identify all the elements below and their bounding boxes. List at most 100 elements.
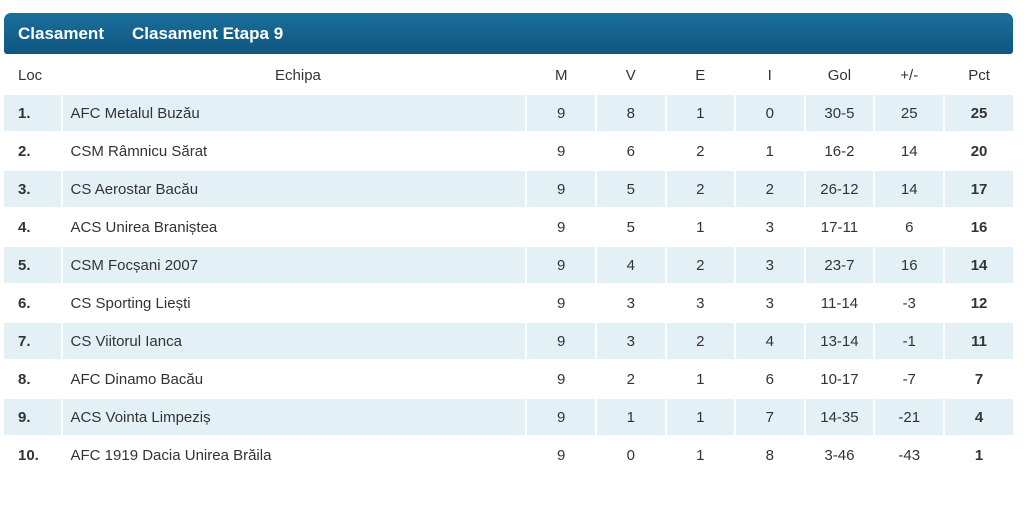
tab-clasament-etapa[interactable]: Clasament Etapa 9	[131, 23, 284, 43]
cell-v: 0	[626, 446, 635, 464]
col-header-m: M	[554, 66, 568, 84]
cell-team[interactable]: AFC Metalul Buzău	[62, 95, 526, 131]
cell-e: 2	[666, 171, 735, 207]
table-row: 10. AFC 1919 Dacia Unirea Brăila 9 0 1 8 3-46 -…	[4, 437, 1013, 473]
cell-team[interactable]: CSM Focșani 2007	[62, 247, 526, 283]
cell-gol: 3-46	[824, 446, 855, 464]
cell-gol: 16-2	[824, 142, 855, 160]
cell-pct: 16	[970, 218, 988, 236]
cell-gol: 11-14	[820, 294, 859, 312]
cell-i: 2	[736, 171, 804, 207]
cell-i: 8	[765, 446, 774, 464]
cell-team[interactable]: CSM Râmnicu Sărat	[70, 142, 208, 160]
col-header-loc: Loc	[18, 66, 43, 84]
cell-v: 3	[626, 294, 635, 312]
cell-diff: 25	[875, 95, 944, 131]
cell-team[interactable]: AFC Dinamo Bacău	[70, 370, 204, 388]
table-row: 1. AFC Metalul Buzău 9 8 1 0 30-5 25 25	[4, 95, 1013, 131]
cell-v: 5	[597, 171, 665, 207]
cell-pct: 14	[945, 247, 1013, 283]
cell-loc: 1.	[4, 95, 61, 131]
cell-i: 3	[765, 218, 774, 236]
cell-e: 1	[696, 370, 705, 388]
cell-diff: -1	[875, 323, 944, 359]
cell-pct: 1	[974, 446, 984, 464]
cell-v: 2	[626, 370, 635, 388]
cell-i: 7	[736, 399, 804, 435]
cell-m: 9	[527, 323, 595, 359]
col-header-echipa: Echipa	[275, 66, 321, 84]
cell-loc: 4.	[18, 218, 31, 236]
cell-diff: -7	[902, 370, 916, 388]
cell-e: 1	[696, 446, 705, 464]
cell-diff: -3	[902, 294, 916, 312]
cell-loc: 8.	[18, 370, 31, 388]
cell-i: 3	[765, 294, 774, 312]
cell-loc: 10.	[18, 446, 39, 464]
cell-i: 0	[736, 95, 804, 131]
table-row: 9. ACS Vointa Limpeziș 9 1 1 7 14-35 -21 4	[4, 399, 1013, 435]
cell-loc: 7.	[4, 323, 61, 359]
cell-diff: 6	[905, 218, 914, 236]
cell-m: 9	[557, 294, 566, 312]
cell-diff: -43	[898, 446, 921, 464]
cell-diff: 16	[875, 247, 944, 283]
table-row: 8. AFC Dinamo Bacău 9 2 1 6 10-17 -7 7	[4, 361, 1013, 397]
cell-diff: -21	[875, 399, 944, 435]
table-header-row: Loc Echipa M V E I Gol +/- Pct	[4, 57, 1013, 93]
cell-team[interactable]: ACS Vointa Limpeziș	[62, 399, 526, 435]
cell-gol: 13-14	[805, 323, 874, 359]
standings-table: Loc Echipa M V E I Gol +/- Pct 1. AFC Met…	[2, 55, 1015, 475]
cell-m: 9	[527, 171, 595, 207]
cell-m: 9	[527, 95, 595, 131]
cell-v: 4	[597, 247, 665, 283]
cell-m: 9	[557, 370, 566, 388]
cell-m: 9	[527, 399, 595, 435]
cell-gol: 14-35	[805, 399, 874, 435]
cell-e: 2	[696, 142, 705, 160]
standings-header: Clasament Clasament Etapa 9	[4, 13, 1013, 54]
table-row: 5. CSM Focșani 2007 9 4 2 3 23-7 16 14	[4, 247, 1013, 283]
cell-v: 3	[597, 323, 665, 359]
cell-loc: 6.	[18, 294, 31, 312]
cell-m: 9	[557, 218, 566, 236]
cell-v: 1	[597, 399, 665, 435]
cell-m: 9	[527, 247, 595, 283]
table-row: 7. CS Viitorul Ianca 9 3 2 4 13-14 -1 11	[4, 323, 1013, 359]
cell-v: 8	[597, 95, 665, 131]
cell-team[interactable]: CS Sporting Liești	[70, 294, 191, 312]
cell-i: 4	[736, 323, 804, 359]
standings-rows: 1. AFC Metalul Buzău 9 8 1 0 30-5 25 25 2. CSM Râm…	[4, 95, 1013, 473]
cell-e: 1	[666, 399, 735, 435]
cell-pct: 7	[974, 370, 984, 388]
cell-loc: 2.	[18, 142, 31, 160]
col-header-pct: Pct	[968, 66, 990, 84]
cell-loc: 3.	[4, 171, 61, 207]
cell-pct: 12	[970, 294, 988, 312]
cell-pct: 25	[945, 95, 1013, 131]
cell-i: 6	[765, 370, 774, 388]
tab-clasament[interactable]: Clasament	[18, 23, 104, 43]
cell-team[interactable]: AFC 1919 Dacia Unirea Brăila	[70, 446, 272, 464]
col-header-v: V	[625, 66, 636, 84]
cell-m: 9	[557, 446, 566, 464]
table-row: 4. ACS Unirea Braniștea 9 5 1 3 17-11 6 16	[4, 209, 1013, 245]
standings-widget: Clasament Clasament Etapa 9 Loc Echipa M…	[4, 13, 1013, 475]
table-row: 2. CSM Râmnicu Sărat 9 6 2 1 16-2 14 20	[4, 133, 1013, 169]
cell-e: 2	[666, 247, 735, 283]
table-row: 3. CS Aerostar Bacău 9 5 2 2 26-12 14 17	[4, 171, 1013, 207]
cell-team[interactable]: ACS Unirea Braniștea	[70, 218, 218, 236]
cell-e: 1	[666, 95, 735, 131]
col-header-gol: Gol	[827, 66, 852, 84]
cell-m: 9	[557, 142, 566, 160]
cell-pct: 4	[945, 399, 1013, 435]
cell-gol: 10-17	[820, 370, 859, 388]
cell-team[interactable]: CS Aerostar Bacău	[62, 171, 526, 207]
cell-pct: 11	[945, 323, 1013, 359]
cell-v: 5	[626, 218, 635, 236]
cell-e: 1	[696, 218, 705, 236]
cell-team[interactable]: CS Viitorul Ianca	[62, 323, 526, 359]
cell-diff: 14	[875, 171, 944, 207]
cell-i: 3	[736, 247, 804, 283]
cell-pct: 20	[970, 142, 988, 160]
